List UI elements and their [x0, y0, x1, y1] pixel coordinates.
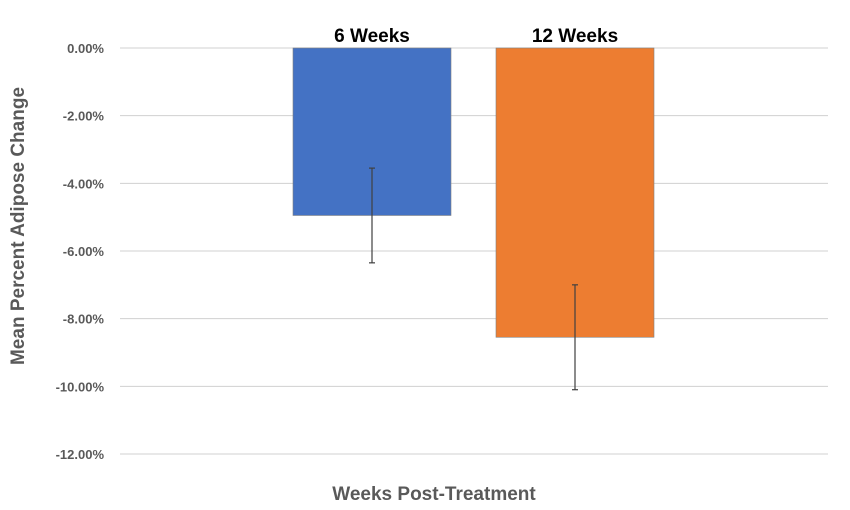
- y-axis-tick-labels: 0.00% -2.00% -4.00% -6.00% -8.00% -10.00% -12.…: [56, 41, 105, 462]
- y-axis-title: Mean Percent Adipose Change: [8, 87, 29, 365]
- y-tick-label: -10.00%: [56, 379, 105, 394]
- error-bars: [369, 167, 578, 391]
- gridlines: [120, 47, 828, 455]
- y-tick-label: 0.00%: [67, 41, 104, 56]
- y-tick-label: -6.00%: [63, 244, 105, 259]
- y-tick-label: -8.00%: [63, 312, 105, 327]
- x-axis-title: Weeks Post-Treatment: [332, 484, 536, 505]
- y-tick-label: -12.00%: [56, 447, 105, 462]
- bars: [292, 47, 655, 338]
- y-tick-label: -4.00%: [63, 176, 105, 191]
- y-tick-label: -2.00%: [63, 109, 105, 124]
- category-labels: 6 Weeks 12 Weeks: [334, 26, 618, 47]
- category-label: 6 Weeks: [334, 26, 410, 47]
- category-label: 12 Weeks: [532, 26, 618, 47]
